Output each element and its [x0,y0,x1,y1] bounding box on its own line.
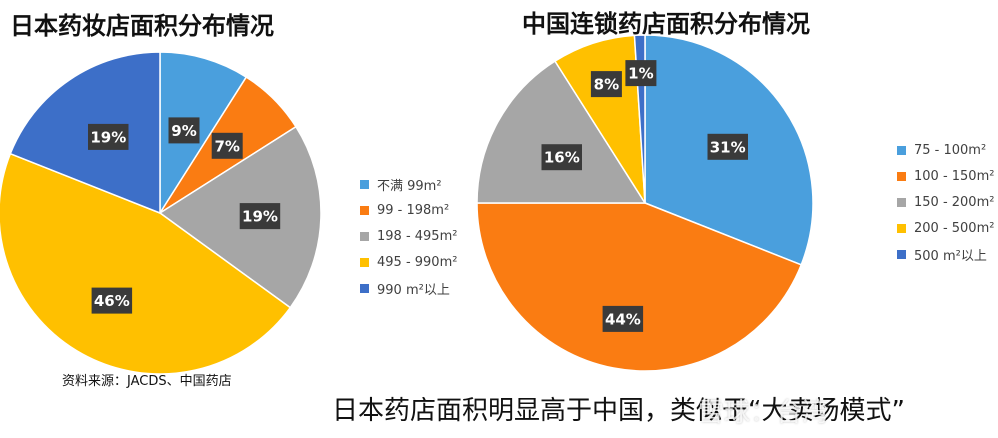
legend-swatch [897,171,906,181]
legend-swatch [897,249,906,259]
legend-item: 99 - 198m² [360,197,457,223]
data-label-text: 31% [710,138,746,156]
data-label-box [602,305,644,332]
pie-slice [0,152,292,375]
legend-china: 75 - 100m² 100 - 150m² 150 - 200m² 200 - 50… [897,137,998,267]
data-label-text: 9% [171,122,196,140]
data-label-box [541,144,582,171]
pie-slice [476,202,803,372]
legend-swatch [360,231,369,241]
legend-item: 495 - 990m² [360,249,457,275]
legend-japan: 不满 99m² 99 - 198m² 198 - 495m² 495 - 990m² 9… [360,171,457,301]
source-note: 资料来源：JACDS、中国药店 [62,374,232,389]
legend-label: 990 m²以上 [377,282,450,298]
data-label-text: 1% [628,65,653,83]
data-label-box [168,117,200,144]
legend-swatch [360,205,369,215]
legend-swatch [897,145,906,155]
legend-label: 100 - 150m² [914,168,995,184]
data-label-box [707,133,748,160]
pie-slice [476,60,647,204]
legend-label: 99 - 198m² [377,202,450,218]
pie-chart-china: 31% 44% 16% 8% 1% [476,34,814,372]
data-label: 46% [91,287,133,314]
data-label: 44% [602,305,644,332]
data-label-box [91,287,133,314]
legend-label: 200 - 500m² [914,220,995,236]
chart-title-china: 中国连锁药店面积分布情况 [522,10,810,38]
data-label: 31% [707,133,748,160]
caption: 日本药店面积明显高于中国，类似于“大卖场模式” [332,396,905,426]
pie-slice [9,51,161,215]
legend-item: 500 m²以上 [897,241,998,267]
data-label-box [211,132,243,159]
legend-item: 75 - 100m² [897,137,998,163]
data-label: 19% [88,123,129,150]
legend-item: 150 - 200m² [897,189,998,215]
legend-item: 198 - 495m² [360,223,457,249]
legend-swatch [897,197,906,207]
legend-label: 500 m²以上 [914,248,987,264]
legend-swatch [360,283,369,293]
data-label-box [88,123,129,150]
chart-title-japan: 日本药妆店面积分布情况 [10,12,274,40]
data-label-text: 19% [90,128,126,146]
pie-slice [159,51,248,216]
legend-item: 990 m²以上 [360,275,457,301]
legend-swatch [360,179,369,189]
data-label-box [625,60,657,87]
legend-item: 100 - 150m² [897,163,998,189]
legend-item: 不满 99m² [360,171,457,197]
legend-label: 495 - 990m² [377,254,458,270]
pie-chart-japan: 9% 7% 19% 46% 19% [0,51,322,375]
data-label: 16% [541,144,582,171]
data-label-text: 19% [242,208,278,226]
data-label-box [590,71,622,98]
data-label: 8% [590,71,622,98]
legend-label: 198 - 495m² [377,228,458,244]
data-label-text: 44% [605,310,641,328]
legend-label: 不满 99m² [377,178,442,194]
data-label: 19% [239,203,281,230]
data-label-text: 8% [594,76,619,94]
legend-swatch [897,223,906,233]
legend-label: 75 - 100m² [914,142,987,158]
watermark: 雪球：台湾 [698,398,829,428]
data-label-text: 16% [544,149,580,167]
data-label: 1% [625,60,657,87]
legend-label: 150 - 200m² [914,194,995,210]
data-label: 7% [211,132,243,159]
data-label-text: 46% [94,292,130,310]
data-label-text: 7% [214,137,239,155]
data-label-box [239,203,281,230]
legend-swatch [360,257,369,267]
data-label: 9% [168,117,200,144]
legend-item: 200 - 500m² [897,215,998,241]
